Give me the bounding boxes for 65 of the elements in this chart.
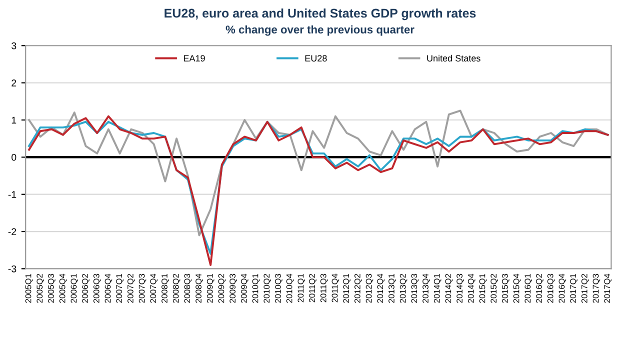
- x-tick-label: 2009Q2: [218, 274, 226, 303]
- x-tick-label: 2012Q2: [354, 274, 362, 303]
- y-tick-label: 3: [12, 42, 16, 50]
- chart-title: EU28, euro area and United States GDP growth rates: [164, 8, 476, 20]
- y-tick-label: -2: [8, 228, 16, 236]
- y-tick-label: 0: [12, 154, 16, 161]
- x-tick-label: 2016Q3: [547, 274, 555, 303]
- y-tick-label: -3: [8, 265, 16, 272]
- x-tick-label: 2010Q3: [275, 274, 282, 303]
- x-tick-label: 2009Q1: [206, 274, 214, 303]
- x-tick-label: 2008Q4: [196, 274, 203, 303]
- y-tick-label: -1: [8, 191, 16, 198]
- x-tick-label: 2016Q1: [524, 274, 532, 303]
- x-tick-label: 2016Q2: [536, 274, 544, 303]
- x-tick-label: 2011Q1: [298, 274, 306, 302]
- x-tick-label: 2008Q2: [172, 274, 180, 303]
- x-tick-label: 2012Q4: [377, 274, 385, 303]
- x-tick-label: 2013Q4: [422, 274, 430, 303]
- legend-label: EU28: [305, 55, 327, 62]
- x-tick-label: 2017Q4: [604, 274, 612, 303]
- x-tick-label: 2010Q2: [264, 274, 272, 303]
- x-tick-label: 2011Q4: [332, 274, 340, 302]
- x-tick-label: 2013Q2: [400, 274, 408, 303]
- x-tick-label: 2005Q3: [48, 274, 56, 303]
- legend-label: EA19: [184, 55, 205, 62]
- y-tick-label: 2: [12, 80, 16, 86]
- x-tick-label: 2007Q1: [116, 274, 124, 303]
- x-tick-label: 2012Q1: [343, 274, 350, 303]
- x-tick-label: 2006Q2: [82, 274, 90, 303]
- x-tick-label: 2014Q4: [468, 274, 476, 303]
- x-tick-label: 2006Q4: [104, 274, 112, 303]
- x-tick-label: 2017Q3: [592, 274, 600, 303]
- legend-label: United States: [427, 54, 480, 62]
- x-tick-label: 2015Q4: [513, 274, 521, 303]
- x-tick-label: 2007Q2: [127, 274, 135, 303]
- line-series: [28, 110, 609, 236]
- x-tick-label: 2007Q4: [150, 274, 158, 303]
- x-tick-label: 2014Q1: [434, 274, 442, 303]
- chart-subtitle: % change over the previous quarter: [226, 25, 414, 36]
- x-tick-label: 2014Q3: [456, 274, 464, 303]
- x-tick-label: 2006Q1: [70, 274, 78, 303]
- x-tick-label: 2011Q3: [320, 274, 328, 302]
- x-tick-label: 2010Q4: [286, 274, 294, 303]
- x-tick-label: 2015Q3: [502, 274, 510, 303]
- x-tick-label: 2009Q3: [230, 274, 238, 303]
- x-tick-label: 2005Q4: [59, 274, 67, 303]
- x-tick-label: 2008Q3: [184, 274, 192, 303]
- x-tick-label: 2015Q2: [490, 274, 498, 303]
- x-tick-label: 2006Q3: [93, 274, 101, 303]
- x-tick-label: 2017Q1: [570, 274, 578, 303]
- x-tick-label: 2014Q2: [445, 274, 453, 303]
- x-tick-label: 2016Q4: [558, 274, 566, 303]
- x-tick-label: 2009Q4: [240, 274, 248, 303]
- x-tick-label: 2011Q2: [309, 274, 316, 302]
- x-tick-label: 2008Q1: [162, 274, 169, 303]
- x-tick-label: 2005Q2: [36, 274, 44, 303]
- x-tick-label: 2005Q1: [25, 274, 33, 303]
- x-tick-label: 2013Q1: [388, 274, 396, 303]
- y-tick-label: 1: [12, 116, 16, 124]
- x-tick-label: 2013Q3: [411, 274, 419, 303]
- x-tick-label: 2017Q2: [581, 274, 589, 303]
- x-tick-label: 2010Q1: [252, 274, 260, 303]
- x-tick-label: 2007Q3: [138, 274, 146, 303]
- x-tick-label: 2015Q1: [479, 274, 487, 303]
- x-tick-label: 2012Q3: [366, 274, 374, 303]
